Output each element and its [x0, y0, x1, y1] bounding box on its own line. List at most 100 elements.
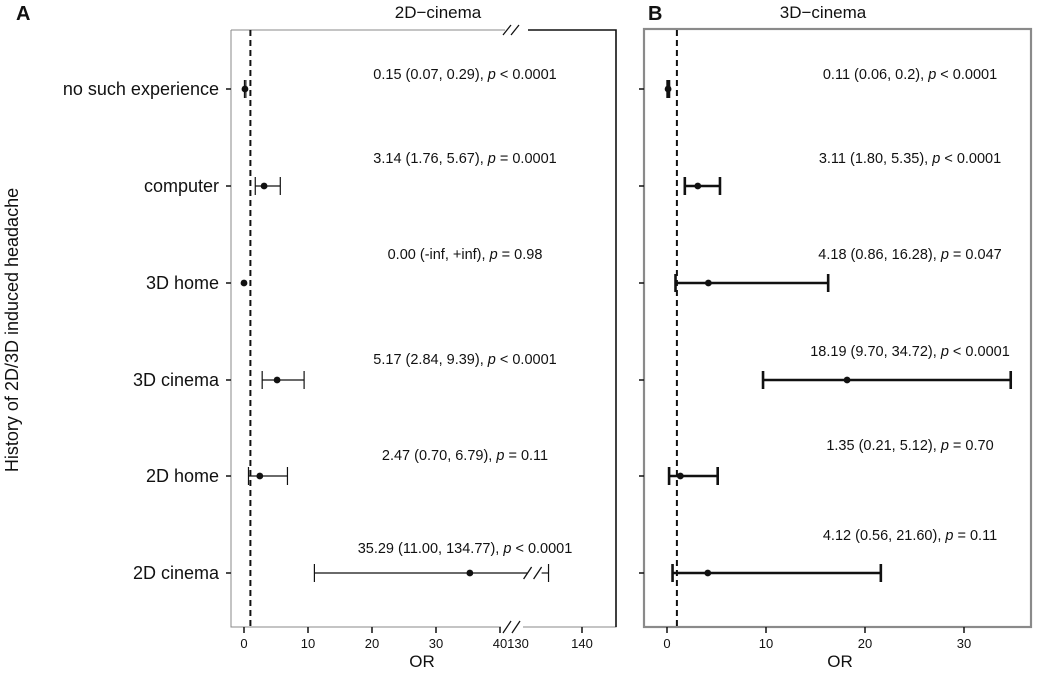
category-label-3: 3D cinema	[133, 370, 220, 390]
x-tick-label-0: 0	[663, 636, 670, 651]
annotation-estimate-5: 4.12 (0.56, 21.60),	[823, 528, 946, 544]
annotation-p-symbol-5: p	[944, 528, 953, 544]
x-tick-label-20: 20	[858, 636, 872, 651]
annotation-p-value-1: < 0.0001	[940, 151, 1001, 167]
panel-a-x-ticks: 0 10 20 30 40 130 140	[240, 620, 593, 651]
panel-a-top-break-icon	[502, 24, 520, 36]
ci-break-mark-b-5	[533, 566, 543, 580]
annotation-p-symbol-4: p	[495, 448, 504, 464]
panel-a-letter: A	[16, 3, 30, 25]
x-tick-label-40: 40	[493, 636, 507, 651]
annotation-2: 4.18 (0.86, 16.28), p = 0.047	[818, 247, 1001, 263]
x-tick-label-20: 20	[365, 636, 379, 651]
ci-break-mark-a-5	[523, 566, 533, 580]
annotation-1: 3.11 (1.80, 5.35), p < 0.0001	[819, 151, 1001, 167]
annotation-4: 2.47 (0.70, 6.79), p = 0.11	[382, 448, 548, 464]
annotation-p-value-2: = 0.98	[498, 247, 543, 263]
panel-a-x-axis-label: OR	[409, 652, 435, 671]
x-tick-label-10: 10	[301, 636, 315, 651]
annotation-estimate-5: 35.29 (11.00, 134.77),	[358, 541, 504, 557]
point-estimate-3	[273, 376, 281, 384]
panel-b-y-ticks	[639, 88, 644, 574]
point-estimate-2	[704, 279, 712, 287]
x-axis-break-gap	[501, 620, 523, 634]
panel-b-marks	[664, 80, 1013, 582]
annotation-p-value-4: = 0.11	[504, 448, 548, 464]
panel-a-marks	[240, 80, 550, 582]
panel-a-frame-top-right	[528, 29, 617, 627]
category-label-5: 2D cinema	[133, 563, 220, 583]
x-axis-break-mark-b	[511, 620, 521, 634]
annotation-p-symbol-0: p	[487, 67, 496, 83]
annotation-5: 4.12 (0.56, 21.60), p = 0.11	[823, 528, 997, 544]
annotation-estimate-1: 3.11 (1.80, 5.35),	[819, 151, 932, 167]
annotation-p-symbol-3: p	[487, 352, 496, 368]
annotation-p-value-1: = 0.0001	[496, 151, 557, 167]
annotation-p-value-3: < 0.0001	[496, 352, 557, 368]
x-tick-label-140: 140	[571, 636, 593, 651]
annotation-p-value-3: < 0.0001	[949, 344, 1010, 360]
panel-a-annotations: 0.15 (0.07, 0.29), p < 0.0001 3.14 (1.76,…	[358, 67, 573, 557]
annotation-p-symbol-1: p	[487, 151, 496, 167]
panel-b-frame	[642, 27, 1033, 629]
x-tick-label-0: 0	[240, 636, 247, 651]
point-estimate-2	[240, 279, 248, 287]
annotation-estimate-3: 18.19 (9.70, 34.72),	[810, 344, 941, 360]
point-estimate-5	[704, 569, 712, 577]
annotation-estimate-0: 0.15 (0.07, 0.29),	[373, 67, 487, 83]
annotation-p-symbol-2: p	[489, 247, 498, 263]
x-tick-label-130: 130	[507, 636, 529, 651]
point-estimate-1	[694, 182, 702, 190]
annotation-p-value-5: = 0.11	[953, 528, 997, 544]
x-tick-label-10: 10	[759, 636, 773, 651]
point-estimate-4	[676, 472, 684, 480]
annotation-0: 0.11 (0.06, 0.2), p < 0.0001	[823, 67, 997, 83]
annotation-estimate-0: 0.11 (0.06, 0.2),	[823, 67, 928, 83]
panel-a-frame	[230, 29, 617, 628]
annotation-p-value-2: = 0.047	[949, 247, 1002, 263]
annotation-4: 1.35 (0.21, 5.12), p = 0.70	[826, 438, 993, 454]
point-estimate-0	[241, 85, 249, 93]
annotation-5: 35.29 (11.00, 134.77), p < 0.0001	[358, 541, 573, 557]
annotation-estimate-1: 3.14 (1.76, 5.67),	[373, 151, 487, 167]
panel-b-x-axis-label: OR	[827, 652, 853, 671]
panel-b-letter: B	[648, 3, 662, 25]
annotation-p-value-0: < 0.0001	[496, 67, 557, 83]
annotation-estimate-4: 2.47 (0.70, 6.79),	[382, 448, 496, 464]
point-estimate-1	[260, 182, 268, 190]
annotation-p-value-0: < 0.0001	[936, 67, 997, 83]
annotation-2: 0.00 (-inf, +inf), p = 0.98	[388, 247, 543, 263]
annotation-p-value-5: < 0.0001	[511, 541, 572, 557]
point-estimate-5	[466, 569, 474, 577]
annotation-estimate-2: 0.00 (-inf, +inf),	[388, 247, 490, 263]
point-estimate-0	[664, 85, 672, 93]
annotation-3: 18.19 (9.70, 34.72), p < 0.0001	[810, 344, 1010, 360]
annotation-3: 5.17 (2.84, 9.39), p < 0.0001	[373, 352, 556, 368]
category-label-0: no such experience	[63, 79, 219, 99]
x-tick-label-30: 30	[429, 636, 443, 651]
panel-a-y-ticks	[226, 88, 231, 574]
point-estimate-3	[843, 376, 851, 384]
panel-a: A 2D−cinema OR no such experience compute…	[16, 3, 617, 671]
x-axis-break-mark-a	[502, 620, 512, 634]
annotation-1: 3.14 (1.76, 5.67), p = 0.0001	[373, 151, 556, 167]
annotation-estimate-2: 4.18 (0.86, 16.28),	[818, 247, 941, 263]
annotation-estimate-3: 5.17 (2.84, 9.39),	[373, 352, 487, 368]
annotation-p-symbol-1: p	[931, 151, 940, 167]
annotation-estimate-4: 1.35 (0.21, 5.12),	[826, 438, 940, 454]
x-tick-label-30: 30	[957, 636, 971, 651]
category-label-2: 3D home	[146, 273, 219, 293]
panel-a-category-labels: no such experience computer 3D home 3D cine…	[63, 79, 220, 583]
panel-b: B 3D−cinema OR 0 10 20 30 0.11 (0.06, 0.2),…	[639, 3, 1033, 671]
annotation-p-symbol-5: p	[502, 541, 511, 557]
annotation-p-symbol-3: p	[940, 344, 949, 360]
annotation-p-value-4: = 0.70	[949, 438, 994, 454]
panel-b-x-ticks: 0 10 20 30	[663, 627, 971, 651]
panel-b-title: 3D−cinema	[780, 3, 867, 22]
category-label-4: 2D home	[146, 466, 219, 486]
y-axis-label: History of 2D/3D induced headache	[2, 188, 22, 472]
category-label-1: computer	[144, 176, 219, 196]
annotation-p-symbol-2: p	[940, 247, 949, 263]
panel-a-title: 2D−cinema	[395, 3, 482, 22]
